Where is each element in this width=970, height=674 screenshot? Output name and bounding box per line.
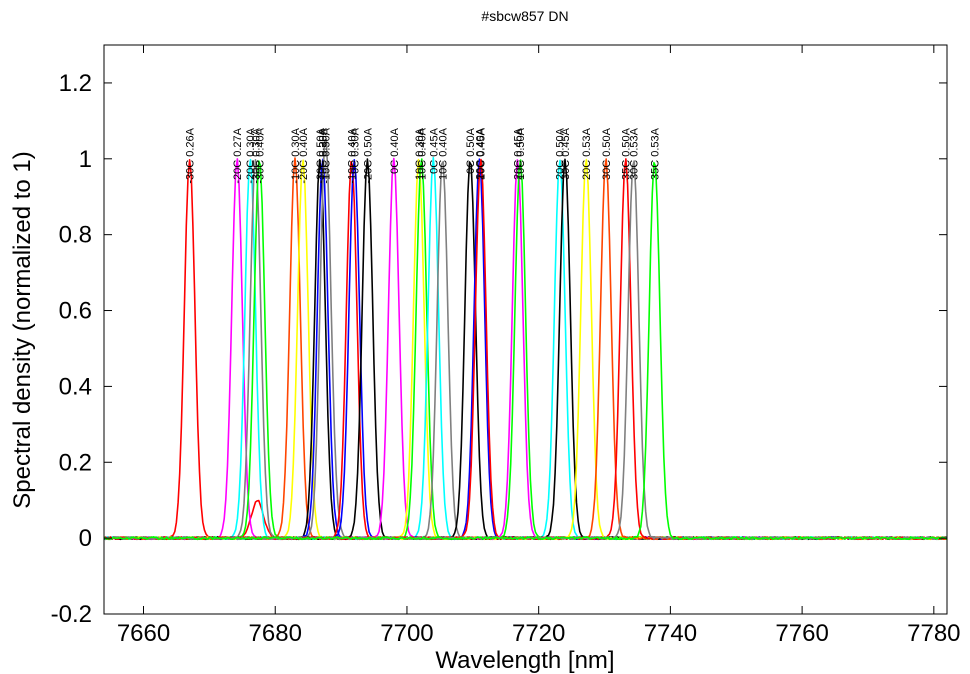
x-tick-label: 7660 (117, 620, 170, 647)
peak-labels: -30C 0.26A -20C 0.27A -20C 0.30A-30C 0.30A… (185, 127, 662, 183)
peak-label: -20C 0.40A (298, 127, 310, 183)
y-tick-label: 0.4 (59, 373, 92, 400)
peak-label: 20C 0.53A (581, 127, 593, 180)
peak-label: -30C 0.40A (254, 127, 266, 183)
peak-label: -20C 0.30A (245, 127, 257, 183)
peak-label: 0C 0.40A (389, 127, 401, 174)
x-tick-label: 7760 (775, 620, 828, 647)
peak-label: 20C 0.50A (555, 127, 567, 180)
peak-label: 0C 0.30A (349, 127, 361, 174)
spectrum-line (103, 158, 948, 541)
y-tick-label: 1.2 (59, 70, 92, 97)
x-tick-label: 7720 (512, 620, 565, 647)
y-tick-label: 0 (79, 525, 92, 552)
peak-label: 35C 0.53A (650, 127, 662, 180)
peak-label: 30C 0.53A (629, 127, 641, 180)
y-tick-label: 0.2 (59, 449, 92, 476)
x-tick-label: 7680 (249, 620, 302, 647)
peak-label: 10C 0.30A (318, 127, 330, 180)
peak-label: 10C 0.30A (414, 127, 426, 180)
chart-title: #sbcw857 DN (481, 8, 568, 24)
peak-label: 20C 0.40A (474, 127, 486, 180)
y-tick-label: 0.6 (59, 298, 92, 325)
peak-label: 10C 0.50A (515, 127, 527, 180)
peak-label: 10C 0.40A (438, 127, 450, 180)
peak-label: -10C 0.50A (320, 127, 332, 183)
spectrum-line (103, 161, 948, 541)
peak-label: -20C 0.50A (362, 127, 374, 183)
y-axis: -0.2 0 0.2 0.4 0.6 0.8 1 1.2 (51, 70, 947, 628)
peak-label: 0C 0.45A (428, 127, 440, 174)
plot-frame (103, 44, 948, 615)
y-tick-label: -0.2 (51, 601, 92, 628)
peak-label: -30C 0.50A (315, 127, 327, 183)
x-tick-label: 7700 (380, 620, 433, 647)
peak-label: -20C 0.27A (232, 127, 244, 183)
peak-label: 30C 0.50A (601, 127, 613, 180)
peak-label: 0C 0.50A (465, 127, 477, 174)
peak-label: -30C 0.30A (251, 127, 263, 183)
peak-label: 10C 0.40A (416, 127, 428, 180)
x-tick-label: 7780 (907, 620, 960, 647)
peak-label: 10C 0.45A (476, 127, 488, 180)
x-axis-title: Wavelength [nm] (435, 647, 614, 674)
peak-label: 35C 0.50A (621, 127, 633, 180)
peak-label: 30C 0.45A (560, 127, 572, 180)
spectral-curves (103, 138, 948, 541)
peak-label: -10C 0.40A (347, 127, 359, 183)
peak-label: 20C 0.45A (513, 127, 525, 180)
peak-label: -30C 0.26A (185, 127, 197, 183)
y-axis-title: Spectral density (normalized to 1) (9, 151, 36, 509)
peak-label: -10C 0.30A (290, 127, 302, 183)
x-axis: 7660 7680 7700 7720 7740 7760 7780 (117, 45, 961, 647)
x-tick-label: 7740 (644, 620, 697, 647)
y-tick-label: 1 (79, 146, 92, 173)
y-tick-label: 0.8 (59, 222, 92, 249)
